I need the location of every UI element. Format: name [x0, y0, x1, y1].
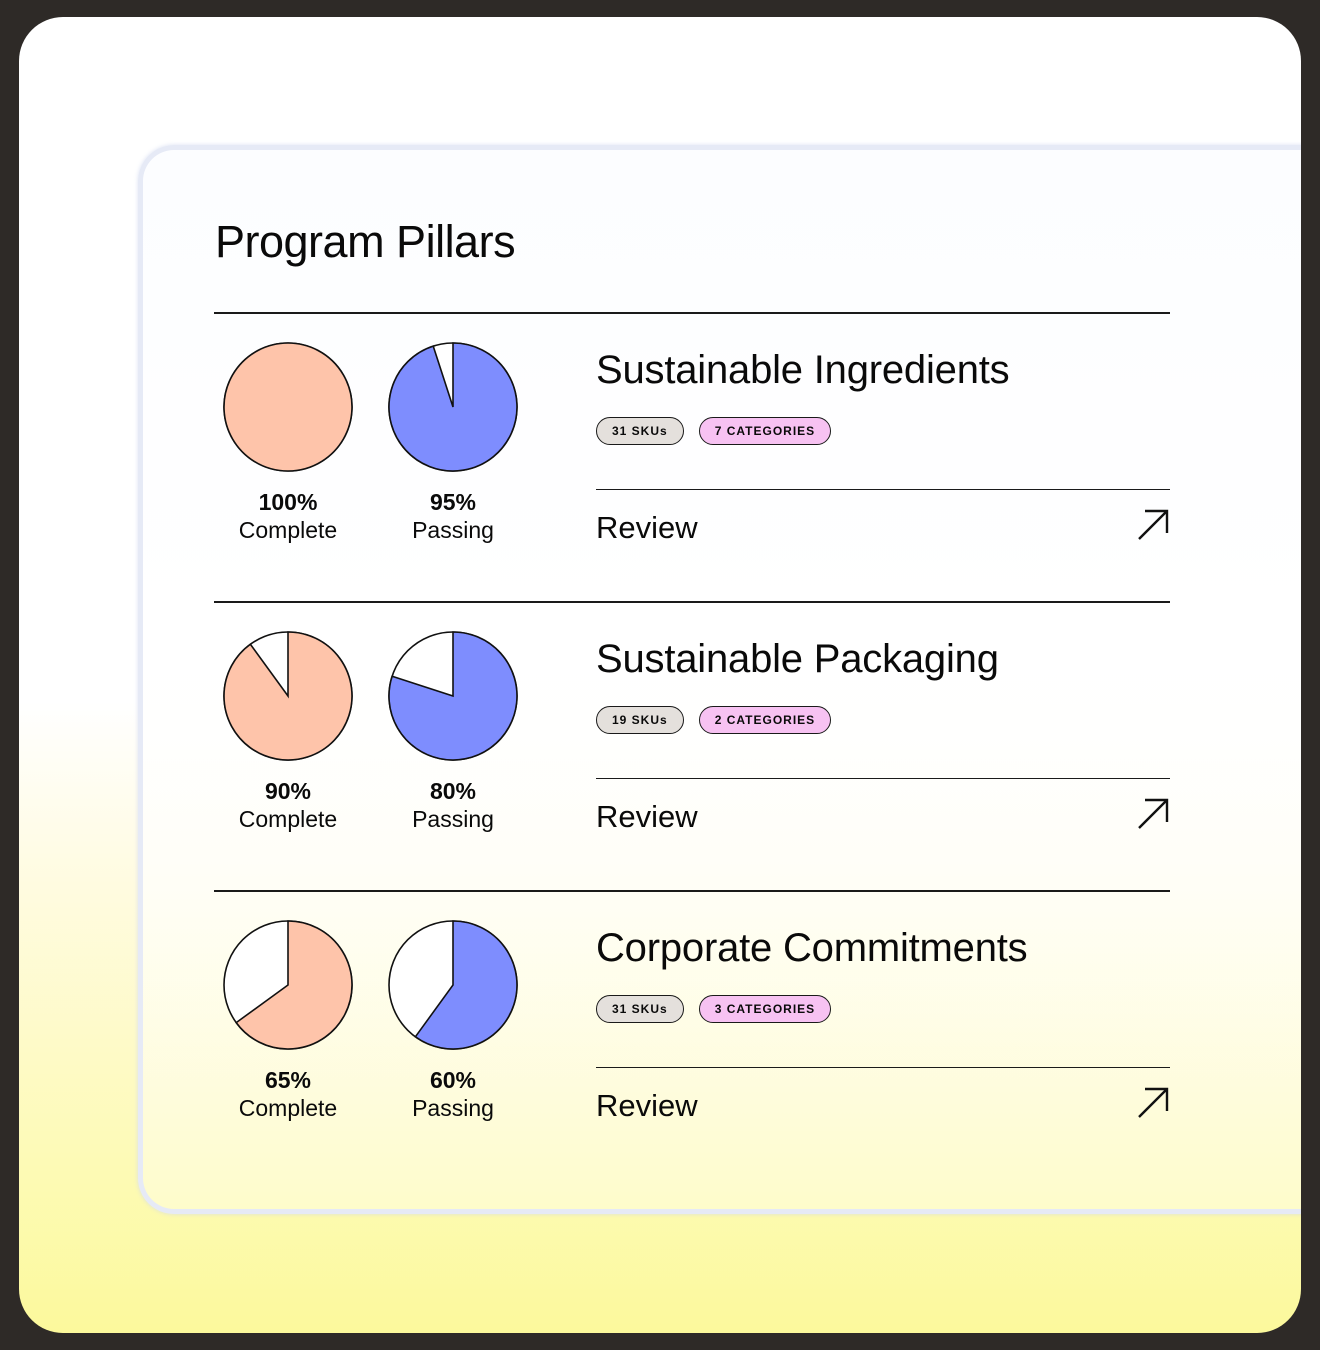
complete-pie	[223, 342, 353, 472]
complete-pie	[223, 631, 353, 761]
pillar-info: Corporate Commitments 31 SKUs 3 CATEGORI…	[596, 892, 1170, 1181]
review-label: Review	[596, 510, 698, 545]
pillar-title: Sustainable Packaging	[596, 637, 999, 681]
pillar-sustainable-ingredients: 100% Complete 95% Passing Sustainable In…	[214, 312, 1170, 603]
passing-pie	[388, 342, 518, 472]
passing-chart: 80% Passing	[373, 629, 533, 833]
passing-label: Passing	[412, 517, 494, 543]
arrow-up-right-icon	[1138, 1087, 1169, 1118]
sku-count-badge: 19 SKUs	[596, 706, 684, 734]
complete-label: Complete	[238, 1095, 338, 1121]
category-count-badge: 2 CATEGORIES	[698, 706, 832, 734]
complete-value: 100%	[258, 489, 318, 515]
complete-label: Complete	[238, 517, 338, 543]
complete-value: 90%	[264, 778, 312, 804]
passing-value: 60%	[429, 1067, 477, 1093]
category-count-badge: 3 CATEGORIES	[698, 995, 832, 1023]
program-pillars-panel: Program Pillars 100% Complete 95% Passin…	[138, 145, 1301, 1214]
pillar-sustainable-packaging: 90% Complete 80% Passing Sustainable Pac…	[214, 601, 1170, 892]
passing-pie	[388, 631, 518, 761]
passing-label: Passing	[412, 1095, 494, 1121]
complete-chart: 100% Complete	[208, 340, 368, 544]
complete-pie-slice	[223, 631, 353, 761]
review-link[interactable]: Review	[596, 489, 1170, 564]
app-frame: Program Pillars 100% Complete 95% Passin…	[19, 17, 1301, 1333]
pillar-corporate-commitments: 65% Complete 60% Passing Corporate Commi…	[214, 890, 1170, 1181]
complete-pie	[223, 920, 353, 1050]
passing-pie-slice	[388, 631, 518, 761]
passing-pie-slice	[414, 920, 518, 1050]
passing-chart: 60% Passing	[373, 918, 533, 1122]
review-link[interactable]: Review	[596, 778, 1170, 853]
sku-count-badge: 31 SKUs	[596, 995, 684, 1023]
review-link[interactable]: Review	[596, 1067, 1170, 1142]
pillar-info: Sustainable Packaging 19 SKUs 2 CATEGORI…	[596, 603, 1170, 892]
passing-pie-slice	[388, 342, 518, 472]
panel-title: Program Pillars	[215, 216, 516, 267]
passing-label: Passing	[412, 806, 494, 832]
passing-value: 95%	[429, 489, 477, 515]
complete-chart: 65% Complete	[208, 918, 368, 1122]
review-label: Review	[596, 1088, 698, 1123]
review-label: Review	[596, 799, 698, 834]
complete-pie-slice	[223, 342, 353, 472]
badge-group: 19 SKUs 2 CATEGORIES	[596, 706, 832, 734]
pillar-title: Sustainable Ingredients	[596, 348, 1010, 392]
sku-count-badge: 31 SKUs	[596, 417, 684, 445]
pillar-title: Corporate Commitments	[596, 926, 1028, 970]
complete-value: 65%	[264, 1067, 312, 1093]
pillar-info: Sustainable Ingredients 31 SKUs 7 CATEGO…	[596, 314, 1170, 603]
passing-chart: 95% Passing	[373, 340, 533, 544]
arrow-up-right-icon	[1138, 509, 1169, 540]
badge-group: 31 SKUs 3 CATEGORIES	[596, 995, 832, 1023]
complete-chart: 90% Complete	[208, 629, 368, 833]
category-count-badge: 7 CATEGORIES	[698, 417, 832, 445]
arrow-up-right-icon	[1138, 798, 1169, 829]
badge-group: 31 SKUs 7 CATEGORIES	[596, 417, 832, 445]
complete-label: Complete	[238, 806, 338, 832]
passing-pie	[388, 920, 518, 1050]
passing-value: 80%	[429, 778, 477, 804]
complete-pie-slice	[235, 920, 353, 1050]
